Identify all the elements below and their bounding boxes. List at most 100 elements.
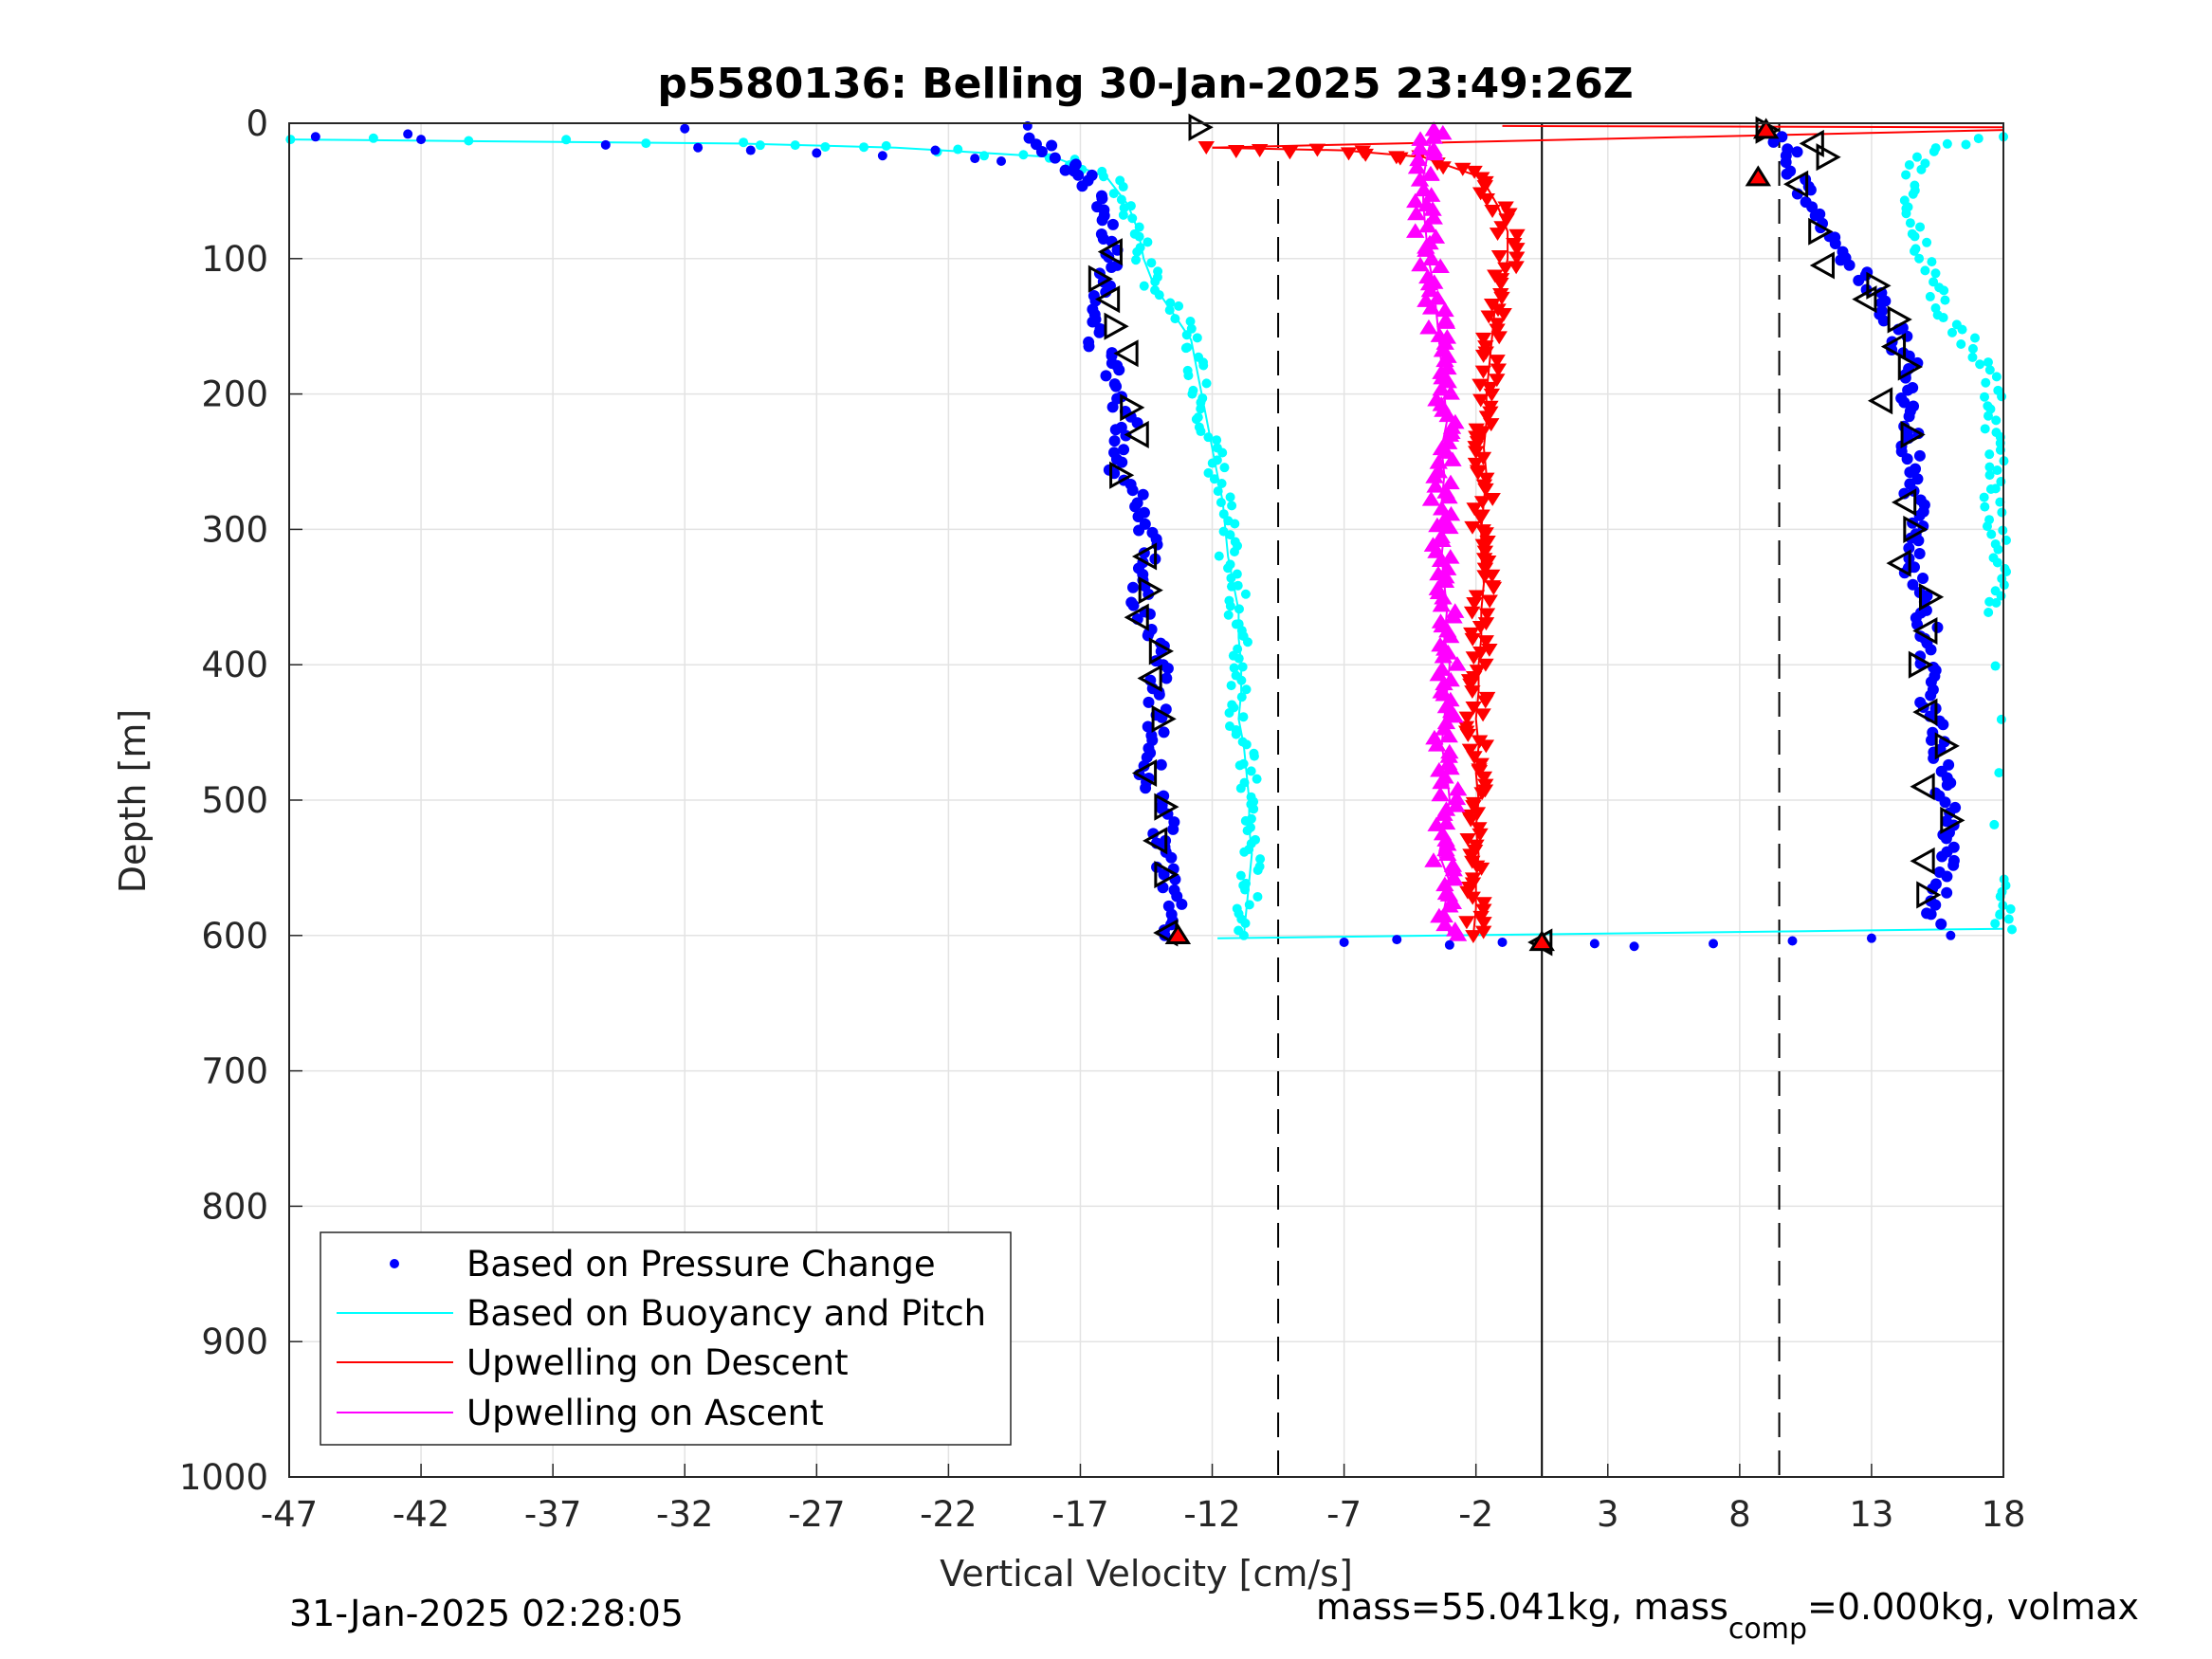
upwelling-ascent-point: [1432, 596, 1452, 612]
buoyancy-descent-point: [1181, 330, 1192, 340]
pressure-surface-point: [680, 123, 690, 134]
upwelling-ascent-point: [1418, 268, 1437, 284]
upwelling-descent-point: [1464, 632, 1481, 647]
upwelling-descent-point: [1472, 187, 1490, 201]
ascent-glider-marker: [1816, 143, 1841, 172]
buoyancy-ascent-point: [2000, 563, 2010, 574]
buoyancy-descent-point: [464, 136, 474, 146]
upwelling-ascent-point: [1446, 413, 1465, 429]
y-tick-label: 300: [201, 509, 268, 550]
upwelling-ascent-point: [1421, 300, 1441, 315]
pressure-descent-point: [1116, 456, 1128, 468]
legend-box: [320, 1231, 1012, 1446]
buoyancy-ascent-point: [1951, 319, 1962, 330]
buoyancy-descent-point: [1165, 298, 1176, 308]
y-tick-label: 1000: [179, 1457, 268, 1498]
buoyancy-ascent-point: [1980, 501, 1990, 512]
upwelling-ascent-point: [1431, 613, 1451, 629]
buoyancy-descent-point: [1242, 826, 1252, 836]
buoyancy-descent-point: [1108, 189, 1119, 199]
buoyancy-descent-point: [368, 133, 378, 143]
surface-glider-marker: [1188, 113, 1214, 141]
pressure-ascent-point: [1875, 305, 1888, 318]
buoyancy-ascent-point: [1981, 377, 1991, 388]
buoyancy-descent-point: [1226, 681, 1236, 691]
buoyancy-ascent-point: [1925, 291, 1935, 301]
buoyancy-descent-point: [1239, 847, 1250, 857]
upwelling-ascent-point: [1430, 327, 1450, 342]
buoyancy-descent-point: [1249, 804, 1259, 814]
upwelling-descent-point: [1472, 393, 1490, 408]
descent-glider-marker: [1104, 312, 1129, 340]
pressure-surface-point: [600, 139, 611, 150]
upwelling-descent-point: [1228, 145, 1245, 158]
ascent-glider-marker: [1891, 488, 1917, 517]
descent-glider-marker: [1097, 238, 1123, 266]
upwelling-ascent-point: [1407, 205, 1426, 221]
upwelling-ascent-point: [1445, 603, 1465, 618]
upwelling-descent-point: [1474, 708, 1491, 722]
upwelling-ascent-point: [1421, 491, 1441, 506]
pressure-ascent-point: [1921, 907, 1933, 920]
upwelling-descent-point: [1197, 141, 1215, 155]
footer-mass-suffix: =0.000kg, volmax: [1807, 1586, 2139, 1628]
y-axis-label: Depth [m]: [112, 709, 154, 894]
upwelling-descent-point: [1475, 917, 1492, 931]
upwelling-ascent-point: [1424, 121, 1443, 137]
upwelling-ascent-point: [1432, 380, 1451, 396]
pressure-descent-point: [1140, 782, 1152, 794]
upwelling-descent-point: [1489, 228, 1507, 242]
buoyancy-descent-point: [1229, 663, 1239, 673]
buoyancy-descent-point: [1201, 378, 1212, 389]
pressure-surface-point: [416, 135, 427, 145]
pressure-ascent-point: [1814, 208, 1826, 220]
upwelling-descent-point: [1478, 608, 1496, 622]
upwelling-descent-point: [1475, 897, 1492, 911]
buoyancy-descent-point: [1231, 619, 1241, 629]
pressure-descent-point: [1132, 510, 1144, 522]
upwelling-descent-point: [1508, 228, 1526, 243]
upwelling-descent-point: [1469, 665, 1487, 679]
buoyancy-descent-point: [1240, 589, 1251, 599]
buoyancy-descent-point: [1174, 301, 1184, 311]
pressure-descent-point: [1158, 868, 1170, 881]
descent-glider-marker: [1137, 664, 1162, 693]
buoyancy-ascent-point: [1927, 257, 1937, 267]
upwelling-descent-point: [1480, 310, 1497, 324]
upwelling-ascent-point: [1443, 451, 1462, 466]
upwelling-descent-point: [1476, 545, 1494, 559]
buoyancy-descent-point: [1240, 918, 1251, 928]
pressure-bottom-point: [1629, 941, 1639, 952]
upwelling-descent-point: [1489, 374, 1506, 388]
buoyancy-ascent-point: [2005, 903, 2016, 914]
upwelling-descent-point: [1490, 331, 1508, 345]
pressure-descent-point: [1113, 364, 1125, 376]
buoyancy-descent-point: [1226, 573, 1236, 583]
upwelling-surface-line: [1502, 124, 2004, 129]
ascent-glider-marker: [1934, 732, 1960, 760]
buoyancy-ascent-point: [1930, 143, 1941, 154]
pressure-descent-point: [1129, 501, 1142, 513]
buoyancy-ascent-point: [1942, 138, 1952, 149]
buoyancy-descent-point: [285, 135, 296, 145]
upwelling-descent-point: [1508, 251, 1526, 265]
buoyancy-ascent-point: [2003, 914, 2014, 924]
upwelling-descent-point: [1308, 143, 1326, 157]
legend: Based on Pressure Change Based on Buoyan…: [320, 1231, 1012, 1446]
descent-glider-marker: [1088, 264, 1114, 293]
upwelling-ascent-point: [1424, 210, 1443, 225]
x-tick-labels: -47 -42 -37 -32 -27 -22 -17 -12 -7 -2 3 8 13 18: [261, 1494, 2026, 1535]
pressure-descent-point: [1176, 898, 1188, 910]
pressure-ascent-point: [1914, 697, 1927, 709]
pressure-descent-point: [1118, 444, 1130, 456]
pressure-ascent-point: [1949, 801, 1962, 813]
pressure-ascent-point: [1907, 381, 1919, 393]
x-tick-label: -37: [524, 1494, 581, 1535]
upwelling-ascent-point: [1433, 825, 1453, 841]
upwelling-descent-point: [1477, 635, 1494, 649]
ascent-glider-marker: [1887, 305, 1912, 334]
pressure-bottom-point: [1392, 935, 1402, 945]
upwelling-descent-point: [1474, 925, 1492, 939]
pressure-bottom-point: [1497, 937, 1508, 947]
upwelling-ascent-point: [1439, 727, 1458, 743]
